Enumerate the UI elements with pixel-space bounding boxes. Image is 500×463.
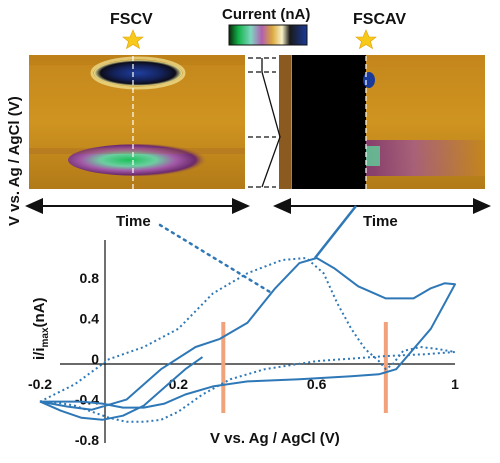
fscav-star-icon [355, 29, 377, 50]
y-tick-label: 0 [91, 351, 99, 367]
y-tick-label: -0.8 [75, 432, 99, 448]
x-tick-label: 0.6 [307, 376, 327, 392]
y-axis-title: i/imax(nA) [31, 297, 51, 360]
fscv-color-plot [29, 48, 245, 189]
left-time-label: Time [116, 213, 151, 230]
fscav-color-plot [279, 48, 485, 189]
fscav-callout-line [314, 205, 357, 259]
fscav-label: FSCAV [353, 11, 406, 28]
y-tick-label: 0.8 [80, 270, 100, 286]
fscv-callout-line [158, 223, 272, 294]
x-axis-title: V vs. Ag / AgCl (V) [210, 430, 340, 447]
fscav-blanked-region [292, 55, 366, 189]
waveform-connector [248, 57, 281, 188]
y-tick-label: 0.4 [80, 311, 100, 327]
fscv-cv-trace [39, 257, 456, 423]
x-tick-label: 1 [451, 376, 459, 392]
right-time-label: Time [363, 213, 398, 230]
colorbar-label: Current (nA) [222, 6, 310, 23]
maps-y-axis-label: V vs. Ag / AgCl (V) [6, 96, 23, 226]
fscv-star-icon [122, 29, 144, 50]
y-tick-label: -0.4 [75, 392, 99, 408]
fscv-oxidation-spot [68, 144, 212, 176]
fscv-reduction-spot [94, 60, 182, 86]
cv-chart: -0.2 0.2 0.6 1 0.8 0.4 0 -0.4 -0.8 V vs. Ag / Ag… [28, 240, 459, 448]
fscv-label: FSCV [110, 11, 153, 28]
fscav-cv-trace [39, 356, 204, 421]
fscav-cv-trace [39, 257, 456, 411]
x-tick-label: -0.2 [28, 376, 52, 392]
x-tick-label: 0.2 [169, 376, 189, 392]
colorbar [228, 24, 308, 46]
